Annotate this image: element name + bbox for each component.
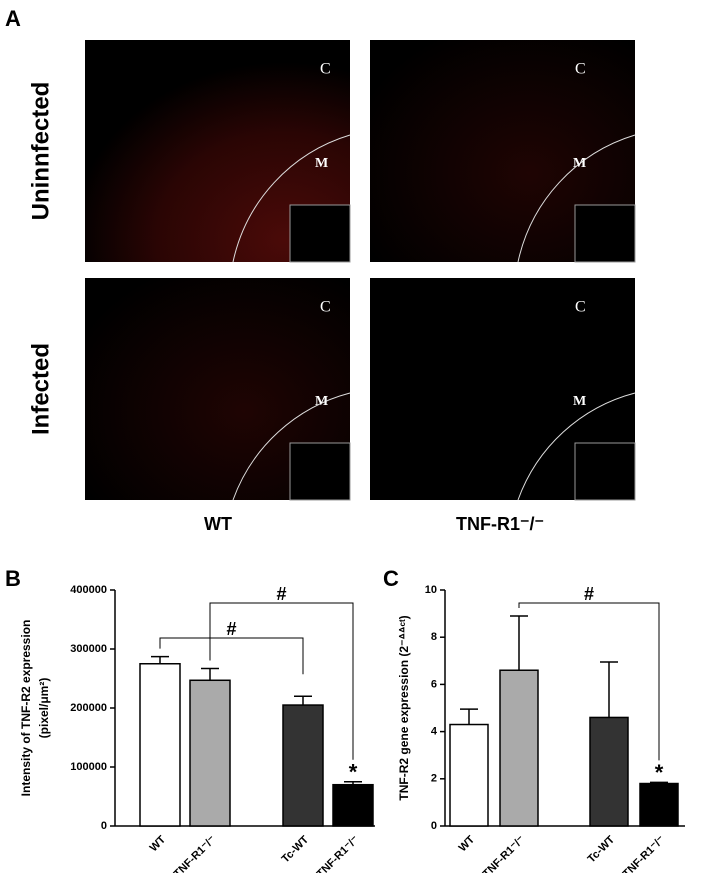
boundary-arc (517, 134, 636, 263)
significance-star: * (349, 760, 358, 785)
region-label: C (575, 61, 586, 78)
y-tick-label: 100000 (70, 761, 107, 773)
y-tick-label: 400000 (70, 584, 107, 596)
y-tick-label: 0 (431, 820, 437, 832)
bar (639, 782, 679, 827)
y-tick-label: 300000 (70, 643, 107, 655)
y-tick-label: 10 (425, 584, 437, 596)
region-label: M (315, 394, 328, 409)
inset (289, 204, 351, 263)
panel-label: C (383, 566, 399, 591)
region-label: C (320, 61, 331, 78)
row-label: Uninnfected (27, 82, 54, 221)
boundary-arc (517, 392, 636, 501)
y-tick-label: 200000 (70, 702, 107, 714)
y-axis-label: Intensity of TNF-R2 expression (19, 620, 33, 797)
region-label: C (575, 299, 586, 316)
significance-mark: # (276, 584, 286, 604)
bar (189, 679, 231, 827)
region-label: M (573, 156, 586, 171)
bar (499, 669, 539, 827)
y-axis-label: (pixel/μm²) (37, 678, 51, 739)
region-label: C (320, 299, 331, 316)
x-tick-label: Tc-TNF-R1⁻/⁻ (304, 834, 362, 873)
significance-mark: # (584, 584, 594, 604)
x-tick-label: Tc-TNF-R1⁻/⁻ (610, 834, 668, 873)
significance-bracket (518, 602, 660, 761)
x-tick-label: WT (457, 833, 478, 854)
x-tick-label: WT (148, 833, 169, 854)
region-label: M (315, 156, 328, 171)
significance-mark: # (226, 619, 236, 639)
bar (282, 704, 324, 827)
x-tick-label: Tc-WT (280, 834, 312, 866)
significance-star: * (655, 760, 664, 785)
y-tick-label: 8 (431, 631, 437, 643)
column-label: TNF-R1⁻/⁻ (456, 514, 544, 534)
boundary-arc (232, 134, 351, 263)
row-label: Infected (27, 343, 54, 435)
bar (589, 716, 629, 827)
x-tick-label: TNF-R1⁻/⁻ (481, 834, 528, 873)
y-tick-label: 0 (101, 820, 107, 832)
inset (574, 204, 636, 263)
x-tick-label: Tc-WT (586, 834, 618, 866)
bar (139, 663, 181, 827)
significance-bracket (159, 637, 304, 675)
y-tick-label: 6 (431, 678, 437, 690)
y-tick-label: 4 (431, 726, 438, 738)
bar (332, 783, 374, 827)
bar (449, 723, 489, 827)
inset (289, 442, 351, 501)
inset (574, 442, 636, 501)
column-label: WT (204, 514, 232, 534)
panel-label: B (5, 566, 21, 591)
y-axis-label: TNF-R2 gene expression (2⁻ᐞᐞᶜᵗ) (397, 615, 411, 800)
x-tick-label: TNF-R1⁻/⁻ (172, 834, 219, 873)
y-tick-label: 2 (431, 773, 437, 785)
panel-label: A (5, 6, 21, 31)
region-label: M (573, 394, 586, 409)
significance-bracket (209, 602, 354, 760)
boundary-arc (232, 392, 351, 501)
